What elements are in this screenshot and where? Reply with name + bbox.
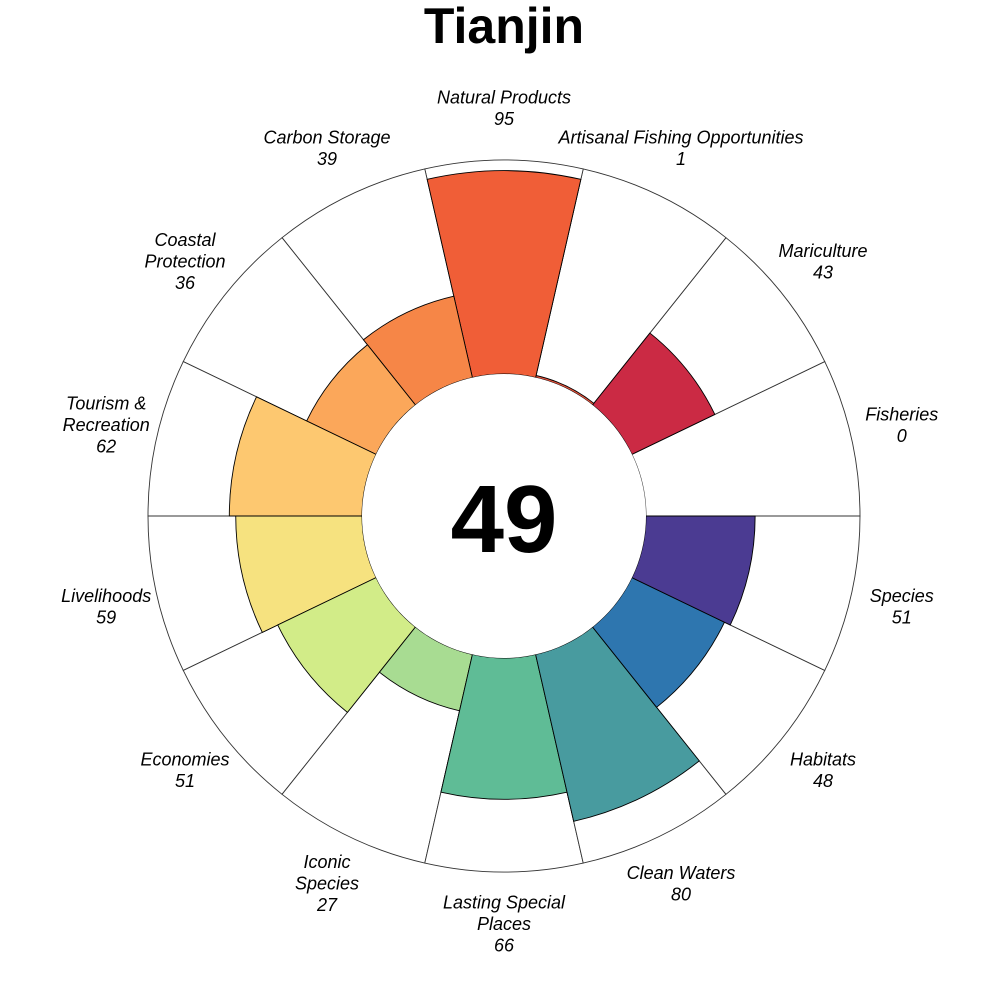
goal-name: Recreation bbox=[63, 415, 150, 435]
label-layer: Fisheries 0 Mariculture 43 Artisanal Fishing… bbox=[61, 87, 938, 955]
goal-name: Species bbox=[295, 874, 359, 894]
petal-layer bbox=[228, 170, 756, 822]
goal-score: 43 bbox=[813, 262, 833, 282]
goal-score: 27 bbox=[316, 895, 338, 915]
goal-name: Protection bbox=[144, 252, 225, 272]
goal-label: Livelihoods 59 bbox=[61, 586, 151, 628]
petal bbox=[426, 170, 582, 379]
goal-score: 39 bbox=[317, 149, 337, 169]
goal-label: Mariculture 43 bbox=[778, 241, 867, 283]
goal-name: Fisheries bbox=[865, 405, 938, 425]
goal-label: Clean Waters 80 bbox=[627, 863, 736, 905]
goal-name: Artisanal Fishing Opportunities bbox=[557, 128, 803, 148]
goal-label: Tourism & Recreation 62 bbox=[63, 394, 150, 457]
goal-score: 66 bbox=[494, 936, 515, 956]
goal-label: Artisanal Fishing Opportunities 1 bbox=[557, 128, 803, 170]
goal-score: 1 bbox=[676, 149, 686, 169]
goal-score: 59 bbox=[96, 608, 116, 628]
goal-label: Economies 51 bbox=[140, 750, 229, 792]
goal-score: 0 bbox=[897, 426, 907, 446]
goal-name: Species bbox=[870, 586, 934, 606]
goal-label: Lasting Special Places 66 bbox=[443, 893, 566, 956]
goal-name: Mariculture bbox=[778, 241, 867, 261]
goal-label: Species 51 bbox=[870, 586, 934, 628]
goal-name: Lasting Special bbox=[443, 893, 566, 913]
goal-name: Iconic bbox=[303, 852, 350, 872]
goal-label: Iconic Species 27 bbox=[295, 852, 359, 915]
goal-name: Economies bbox=[140, 750, 229, 770]
goal-score: 95 bbox=[494, 109, 515, 129]
goal-score: 51 bbox=[892, 608, 912, 628]
goal-label: Habitats 48 bbox=[790, 750, 856, 792]
chart-title: Tianjin bbox=[424, 0, 584, 54]
goal-name: Natural Products bbox=[437, 87, 571, 107]
center-hole bbox=[362, 374, 646, 658]
goal-label: Natural Products 95 bbox=[437, 87, 571, 129]
goal-name: Places bbox=[477, 914, 531, 934]
goal-name: Carbon Storage bbox=[263, 128, 390, 148]
petal-outline bbox=[631, 360, 861, 517]
goal-label: Coastal Protection 36 bbox=[144, 230, 225, 293]
goal-label: Carbon Storage 39 bbox=[263, 128, 390, 170]
center-score: 49 bbox=[451, 466, 558, 573]
goal-score: 36 bbox=[175, 273, 196, 293]
goal-score: 62 bbox=[96, 437, 116, 457]
goal-label: Fisheries 0 bbox=[865, 405, 938, 447]
goal-score: 51 bbox=[175, 771, 195, 791]
goal-name: Habitats bbox=[790, 750, 856, 770]
goal-name: Livelihoods bbox=[61, 586, 151, 606]
goal-name: Coastal bbox=[154, 230, 216, 250]
goal-score: 48 bbox=[813, 771, 833, 791]
goal-name: Clean Waters bbox=[627, 863, 736, 883]
goal-name: Tourism & bbox=[66, 394, 146, 414]
goal-score: 80 bbox=[671, 884, 691, 904]
